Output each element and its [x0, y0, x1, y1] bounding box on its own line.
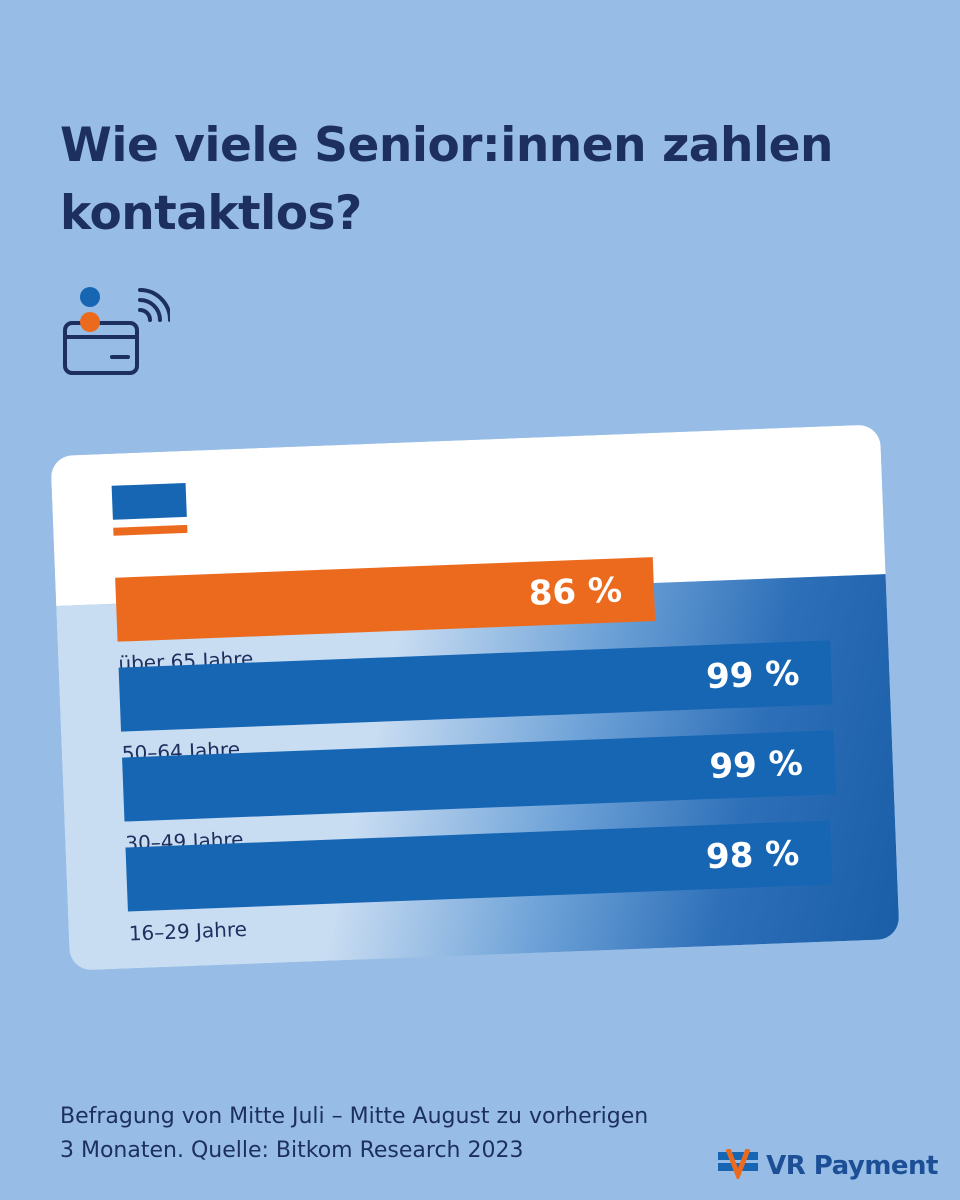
title-line-2: kontaktlos?	[60, 186, 362, 241]
source-note: Befragung von Mitte Juli – Mitte August …	[60, 1100, 760, 1168]
payment-card-chart: 86 % über 65 Jahre 99 % 50–64 Jahre 99 %…	[50, 424, 900, 971]
card-stripe-blue	[111, 482, 187, 520]
bar-value-2: 99 %	[708, 743, 804, 788]
bar-value-0: 86 %	[528, 570, 623, 614]
brand-logo: VR Payment	[718, 1146, 938, 1186]
source-note-line-2: 3 Monaten. Quelle: Bitkom Research 2023	[60, 1138, 524, 1163]
title-line-1: Wie viele Senior:innen zahlen	[60, 118, 833, 173]
vr-logo-icon	[718, 1148, 759, 1183]
source-note-line-1: Befragung von Mitte Juli – Mitte August …	[60, 1104, 649, 1129]
contactless-card-person-icon	[60, 285, 172, 380]
page-title: Wie viele Senior:innen zahlen kontaktlos…	[60, 112, 920, 248]
bar-value-1: 99 %	[705, 653, 801, 698]
bar-value-3: 98 %	[705, 833, 801, 878]
brand-name: VR Payment	[766, 1151, 938, 1181]
